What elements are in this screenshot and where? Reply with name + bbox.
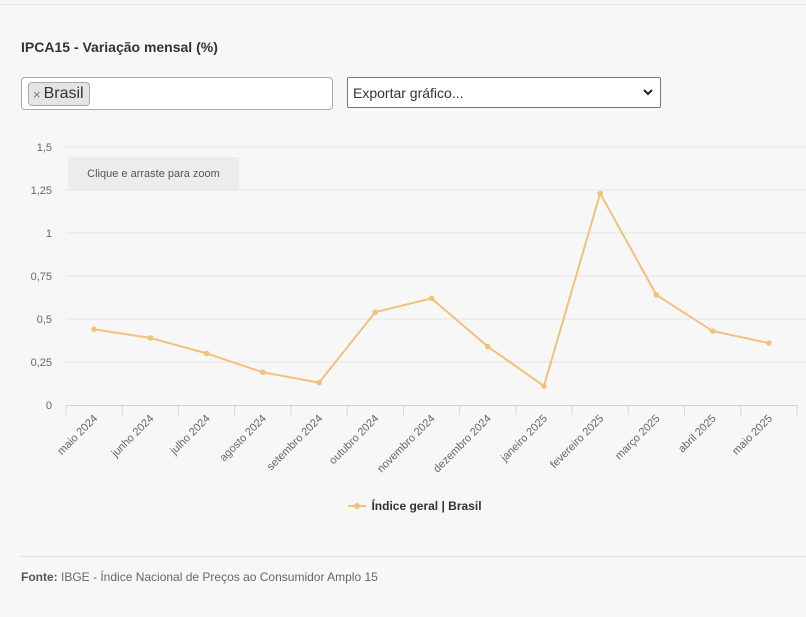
y-tick-label: 1,5 xyxy=(37,142,52,154)
data-point[interactable] xyxy=(372,309,379,315)
x-tick-label: outubro 2024 xyxy=(327,413,381,467)
chevron-down-icon xyxy=(643,89,653,96)
legend-item[interactable]: Índice geral | Brasil xyxy=(0,499,806,513)
x-tick-label: junho 2024 xyxy=(109,413,157,461)
y-tick-label: 0,5 xyxy=(37,314,52,326)
zoom-hint: Clique e arraste para zoom xyxy=(68,157,239,191)
chart-title: IPCA15 - Variação mensal (%) xyxy=(21,39,218,55)
source-text: IBGE - Índice Nacional de Preços ao Cons… xyxy=(61,570,378,584)
top-divider xyxy=(0,4,806,5)
region-select[interactable]: × Brasil xyxy=(21,77,333,110)
x-tick-label: agosto 2024 xyxy=(218,413,269,464)
y-tick-label: 1 xyxy=(46,228,52,240)
export-chart-select[interactable]: Exportar gráfico... xyxy=(347,77,661,108)
source-note: Fonte: IBGE - Índice Nacional de Preços … xyxy=(21,570,378,584)
series-line xyxy=(93,192,770,388)
data-point[interactable] xyxy=(653,292,660,298)
region-chip-label: Brasil xyxy=(43,85,84,102)
data-point[interactable] xyxy=(260,369,266,376)
data-point[interactable] xyxy=(203,350,210,357)
data-point[interactable] xyxy=(316,379,322,386)
region-chip[interactable]: × Brasil xyxy=(28,82,90,106)
y-tick-label: 0,75 xyxy=(31,271,52,283)
x-tick-label: dezembro 2024 xyxy=(431,413,494,476)
x-tick-label: maio 2025 xyxy=(730,413,775,458)
remove-chip-icon[interactable]: × xyxy=(33,86,41,102)
source-label: Fonte: xyxy=(21,570,58,584)
data-point[interactable] xyxy=(597,190,603,197)
export-chart-label: Exportar gráfico... xyxy=(353,84,464,101)
legend-label: Índice geral | Brasil xyxy=(371,499,482,513)
data-point[interactable] xyxy=(428,295,435,302)
x-tick-label: julho 2024 xyxy=(168,413,213,458)
x-tick-label: março 2025 xyxy=(613,413,663,463)
data-point[interactable] xyxy=(709,328,716,334)
y-tick-label: 1,25 xyxy=(31,185,52,197)
x-tick-label: abril 2025 xyxy=(676,413,719,456)
x-tick-label: maio 2024 xyxy=(55,413,100,458)
x-tick-label: setembro 2024 xyxy=(265,413,325,473)
y-tick-label: 0,25 xyxy=(31,357,52,369)
data-point[interactable] xyxy=(147,335,154,341)
bottom-divider xyxy=(21,556,806,557)
x-tick-label: novembro 2024 xyxy=(375,413,438,476)
y-tick-label: 0 xyxy=(46,400,52,412)
legend-line-icon xyxy=(348,503,367,509)
data-point[interactable] xyxy=(484,343,491,350)
x-tick-label: fevereiro 2025 xyxy=(548,413,606,471)
data-point[interactable] xyxy=(91,326,97,333)
x-tick-label: janeiro 2025 xyxy=(498,413,550,465)
data-point[interactable] xyxy=(541,383,547,389)
data-point[interactable] xyxy=(766,340,772,346)
